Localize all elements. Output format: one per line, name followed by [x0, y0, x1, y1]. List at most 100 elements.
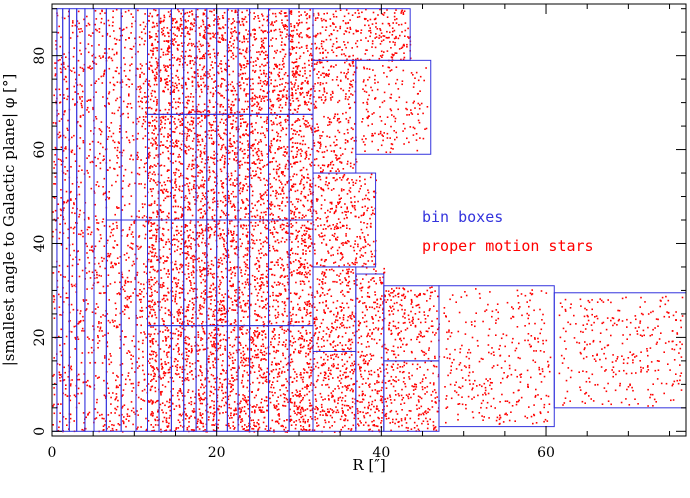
star-point [307, 293, 310, 296]
star-point [174, 205, 177, 208]
star-point [177, 140, 180, 142]
star-point [214, 286, 217, 289]
star-point [189, 229, 192, 231]
star-point [283, 405, 285, 407]
star-point [100, 75, 103, 78]
star-point [143, 215, 146, 217]
star-point [284, 24, 286, 26]
star-point [157, 197, 160, 200]
star-point [262, 241, 265, 244]
star-point [67, 119, 69, 122]
star-point [294, 393, 297, 396]
star-point [242, 347, 245, 349]
star-point [171, 54, 174, 56]
star-point [189, 111, 191, 114]
star-point [53, 412, 56, 415]
star-point [188, 42, 190, 45]
star-point [169, 29, 172, 31]
star-point [82, 141, 85, 144]
star-point [155, 154, 157, 157]
star-point [284, 155, 286, 157]
star-point [214, 305, 217, 307]
star-point [173, 44, 175, 46]
star-point [284, 394, 286, 396]
star-point [261, 154, 264, 157]
star-point [216, 103, 219, 105]
star-point [279, 218, 281, 220]
star-point [294, 121, 296, 123]
star-point [157, 269, 160, 272]
star-point [254, 94, 256, 97]
star-point [188, 320, 191, 322]
star-point [181, 368, 183, 371]
star-point [192, 270, 194, 272]
star-point [152, 353, 154, 356]
star-point [246, 83, 248, 86]
star-point [208, 332, 211, 335]
star-point [86, 106, 89, 109]
star-point [199, 172, 201, 174]
star-point [142, 122, 144, 125]
star-point [298, 395, 301, 398]
star-point [172, 187, 174, 189]
star-point [172, 380, 175, 383]
star-point [260, 369, 263, 371]
star-point [221, 34, 223, 36]
star-point [283, 175, 286, 177]
star-point [240, 269, 243, 271]
star-point [103, 22, 106, 25]
star-point [277, 403, 280, 405]
star-point [202, 268, 205, 271]
star-point [247, 185, 249, 188]
star-point [227, 256, 230, 259]
star-point [117, 399, 119, 402]
star-point [250, 147, 253, 149]
star-point [87, 216, 90, 219]
star-point [149, 250, 152, 253]
star-point [196, 133, 199, 136]
star-point [293, 212, 296, 214]
star-point [300, 350, 302, 352]
star-point [94, 408, 97, 410]
star-point [90, 84, 93, 86]
star-point [144, 233, 147, 236]
star-point [74, 104, 76, 106]
star-point [189, 222, 192, 224]
star-point [177, 118, 180, 121]
star-point [110, 403, 112, 405]
star-point [108, 299, 110, 301]
star-point [305, 154, 308, 157]
star-point [183, 368, 186, 371]
star-point [260, 203, 262, 206]
star-point [176, 268, 178, 271]
star-point [256, 105, 258, 108]
star-point [256, 96, 259, 99]
star-point [246, 386, 248, 389]
star-point [118, 27, 121, 30]
star-point [305, 47, 308, 49]
star-point [122, 149, 125, 152]
star-point [148, 321, 151, 324]
star-point [73, 47, 75, 49]
star-point [188, 134, 190, 137]
star-point [282, 425, 284, 428]
star-point [109, 253, 112, 255]
star-point [261, 85, 263, 87]
star-point [292, 175, 294, 178]
star-point [275, 192, 277, 195]
star-point [282, 393, 285, 395]
star-point [244, 265, 247, 268]
star-point [150, 350, 153, 352]
star-point [257, 132, 259, 134]
star-point [233, 329, 236, 332]
star-point [214, 357, 216, 359]
star-point [176, 364, 179, 366]
star-point [192, 231, 194, 234]
star-point [94, 257, 96, 259]
star-point [151, 299, 154, 301]
star-point [76, 336, 79, 338]
star-point [252, 130, 254, 132]
star-point [211, 352, 214, 355]
star-point [220, 301, 222, 303]
star-point [108, 358, 110, 361]
